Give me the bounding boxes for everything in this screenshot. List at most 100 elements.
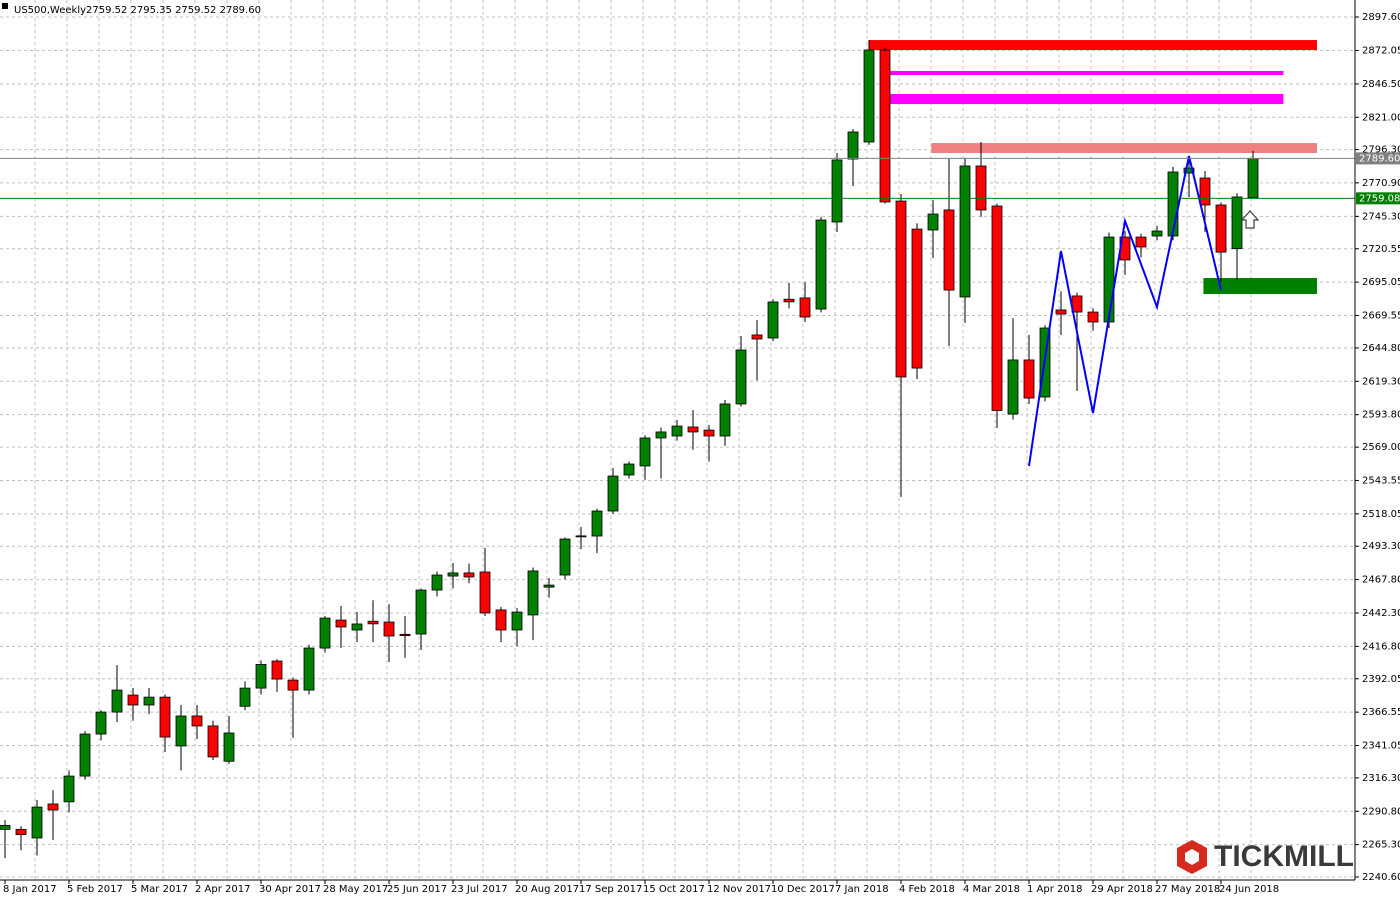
y-tick-label: 2265.30 xyxy=(1362,840,1400,851)
y-tick-label: 2695.05 xyxy=(1362,277,1400,288)
y-tick-label: 2593.80 xyxy=(1362,410,1400,421)
candle-body xyxy=(1215,204,1227,253)
candle-body xyxy=(0,825,11,830)
x-tick-label: 15 Oct 2017 xyxy=(643,884,705,895)
candle-body xyxy=(191,715,203,727)
candle-body xyxy=(975,165,987,211)
candle-body xyxy=(639,437,651,467)
candle-body xyxy=(783,298,795,303)
candle-body xyxy=(495,609,507,631)
info-icon xyxy=(2,3,8,9)
candle-body xyxy=(319,617,331,649)
x-tick-label: 4 Mar 2018 xyxy=(963,884,1020,895)
candle-body xyxy=(47,803,59,811)
x-tick-label: 29 Apr 2018 xyxy=(1091,884,1153,895)
candle-body xyxy=(943,209,955,291)
y-tick-label: 2341.05 xyxy=(1362,741,1400,752)
candle-body xyxy=(287,679,299,691)
candle-body xyxy=(159,696,171,738)
zigzag-line xyxy=(1028,155,1222,467)
candle-body xyxy=(1103,236,1115,323)
x-tick-label: 20 Aug 2017 xyxy=(515,884,579,895)
logo: TICKMILL xyxy=(1177,840,1354,874)
candle-body xyxy=(255,664,267,689)
candle-body xyxy=(143,696,155,706)
x-tick-label: 28 May 2017 xyxy=(323,884,388,895)
x-tick-label: 5 Mar 2017 xyxy=(131,884,188,895)
x-tick-label: 25 Jun 2017 xyxy=(387,884,447,895)
y-tick-label: 2518.05 xyxy=(1362,509,1400,520)
candle-body xyxy=(335,619,347,628)
candle-body xyxy=(959,165,971,298)
candle-body xyxy=(527,570,539,616)
candle-body xyxy=(623,463,635,476)
y-tick-label: 2745.30 xyxy=(1362,211,1400,222)
candle-body xyxy=(351,623,363,631)
candle-body xyxy=(1151,230,1163,237)
y-tick-label: 2796.30 xyxy=(1362,145,1400,156)
y-tick-label: 2290.80 xyxy=(1362,806,1400,817)
chart-title: US500,Weekly xyxy=(14,5,86,16)
zone xyxy=(1203,278,1317,294)
arrow-icon xyxy=(1240,210,1260,229)
candle-body xyxy=(703,429,715,437)
y-tick-label: 2872.05 xyxy=(1362,45,1400,56)
logo-icon-inner xyxy=(1185,849,1199,865)
candle-body xyxy=(575,535,587,538)
y-tick-label: 2366.55 xyxy=(1362,707,1400,718)
candle-body xyxy=(1087,311,1099,323)
candle-body xyxy=(447,572,459,577)
y-tick-label: 2720.55 xyxy=(1362,244,1400,255)
x-tick-label: 24 Jun 2018 xyxy=(1219,884,1279,895)
candle-body xyxy=(767,301,779,339)
candle-body xyxy=(735,349,747,405)
x-tick-label: 12 Nov 2017 xyxy=(707,884,771,895)
y-tick-label: 2316.30 xyxy=(1362,773,1400,784)
candle-body xyxy=(879,49,891,203)
candle-body xyxy=(927,213,939,231)
candle-body xyxy=(127,694,139,706)
candle-body xyxy=(863,49,875,143)
brand: TICKMILL xyxy=(1214,840,1354,873)
candle-body xyxy=(31,806,43,839)
candle-body xyxy=(399,633,411,637)
x-tick-label: 27 May 2018 xyxy=(1155,884,1220,895)
x-tick-label: 10 Dec 2017 xyxy=(771,884,835,895)
x-tick-label: 2 Apr 2017 xyxy=(195,884,250,895)
axis: 2897.60 2872.05 2846.50 2821.00 2796.30 2770.… xyxy=(0,12,1400,895)
y-tick-label: 2569.00 xyxy=(1362,442,1400,453)
x-tick-label: 4 Feb 2018 xyxy=(899,884,955,895)
candle-body xyxy=(415,589,427,635)
y-tick-label: 2897.60 xyxy=(1362,12,1400,23)
candle-body xyxy=(591,510,603,537)
x-tick-label: 30 Apr 2017 xyxy=(259,884,321,895)
candle-body xyxy=(431,574,443,591)
y-tick-label: 2442.30 xyxy=(1362,608,1400,619)
candle-body xyxy=(463,572,475,578)
candle-body xyxy=(799,297,811,318)
candle-body xyxy=(543,584,555,588)
candle-body xyxy=(751,334,763,340)
candle-body xyxy=(1183,167,1195,174)
price-tag-label: 2759.08 xyxy=(1359,193,1400,204)
y-tick-label: 2392.05 xyxy=(1362,674,1400,685)
y-tick-label: 2240.60 xyxy=(1362,872,1400,883)
y-tick-label: 2669.55 xyxy=(1362,311,1400,322)
x-tick-label: 8 Jan 2017 xyxy=(3,884,57,895)
y-tick-label: 2644.80 xyxy=(1362,343,1400,354)
zone xyxy=(931,143,1317,154)
candle-body xyxy=(655,431,667,439)
candle-body xyxy=(271,660,283,680)
y-tick-label: 2467.80 xyxy=(1362,575,1400,586)
candle-body xyxy=(511,611,523,631)
candle-body xyxy=(95,711,107,735)
candle-body xyxy=(1007,359,1019,415)
plot xyxy=(0,40,1259,859)
x-tick-label: 5 Feb 2017 xyxy=(67,884,123,895)
y-tick-label: 2493.30 xyxy=(1362,541,1400,552)
x-tick-label: 1 Apr 2018 xyxy=(1027,884,1082,895)
price-tag xyxy=(1356,192,1400,205)
candle-body xyxy=(1247,157,1259,199)
zone xyxy=(888,70,1284,76)
